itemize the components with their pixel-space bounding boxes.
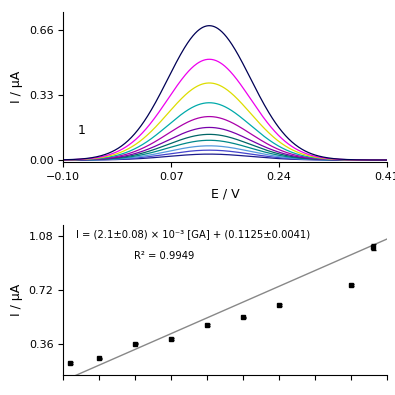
Y-axis label: I / μA: I / μA: [10, 284, 23, 316]
Y-axis label: I / μA: I / μA: [10, 71, 23, 103]
X-axis label: E / V: E / V: [211, 187, 239, 200]
Text: I = (2.1±0.08) × 10⁻³ [GA] + (0.1125±0.0041): I = (2.1±0.08) × 10⁻³ [GA] + (0.1125±0.0…: [76, 229, 310, 240]
Text: 1: 1: [78, 124, 86, 137]
Text: R² = 0.9949: R² = 0.9949: [134, 250, 195, 261]
